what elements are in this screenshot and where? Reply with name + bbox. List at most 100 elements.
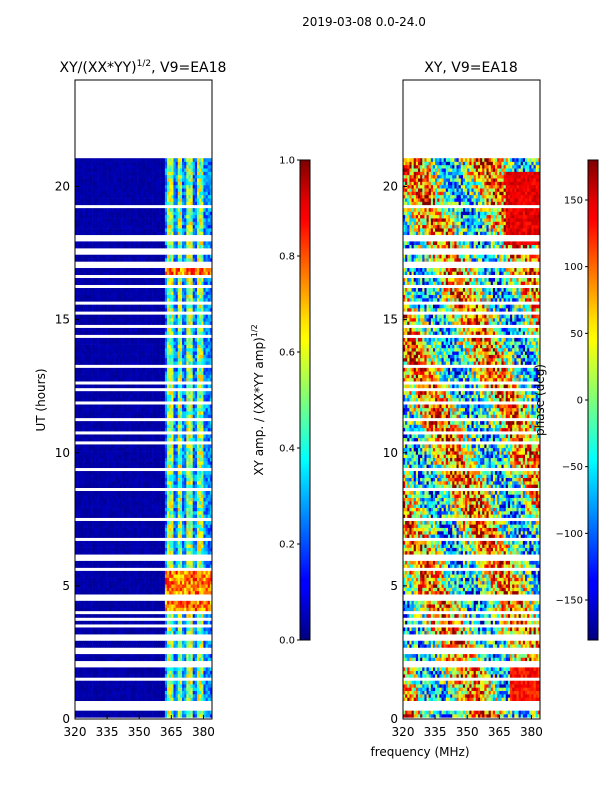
heatmap-cell [81, 374, 84, 379]
heatmap-cell [184, 527, 187, 532]
heatmap-cell [81, 697, 84, 701]
heatmap-cell [79, 697, 82, 701]
heatmap-cell [182, 667, 185, 672]
heatmap-cell [107, 684, 110, 688]
heatmap-cell [139, 580, 142, 585]
heatmap-cell [92, 424, 95, 429]
heatmap-cell [186, 394, 189, 399]
heatmap-cell [104, 421, 108, 425]
heatmap-cell [124, 577, 127, 582]
heatmap-cell [115, 510, 119, 515]
heatmap-cell [171, 404, 174, 409]
heatmap-cell [139, 427, 142, 432]
heatmap-cell [194, 590, 198, 595]
heatmap-cell [141, 714, 144, 718]
heatmap-cell [179, 464, 183, 469]
heatmap-cell [199, 657, 202, 662]
heatmap-cell [182, 477, 185, 482]
heatmap-cell [124, 477, 127, 482]
heatmap-cell [122, 427, 125, 432]
heatmap-cell [100, 580, 104, 585]
heatmap-cell [134, 454, 138, 459]
heatmap-cell [94, 367, 97, 372]
heatmap-cell [130, 584, 134, 588]
heatmap-cell [128, 564, 131, 568]
heatmap-cell [83, 497, 86, 502]
heatmap-cell [162, 451, 166, 455]
heatmap-cell [77, 507, 80, 512]
heatmap-cell [143, 404, 146, 409]
heatmap-cell [158, 530, 161, 535]
heatmap-cell [169, 584, 172, 588]
heatmap-cell [126, 367, 129, 372]
heatmap-cell [98, 607, 101, 612]
heatmap-cell [186, 361, 189, 365]
heatmap-cell [145, 690, 149, 695]
heatmap-cell [184, 510, 187, 515]
heatmap-cell [122, 411, 125, 415]
heatmap-cell [194, 674, 198, 678]
heatmap-cell [113, 397, 116, 402]
heatmap-cell [162, 510, 166, 515]
heatmap-cell [126, 587, 129, 592]
heatmap-cell [81, 614, 84, 618]
heatmap-cell [134, 570, 138, 575]
heatmap-cell [96, 484, 99, 488]
heatmap-cell [175, 694, 179, 698]
heatmap-cell [160, 690, 164, 695]
heatmap-cell [126, 690, 129, 695]
heatmap-cell [79, 527, 82, 532]
heatmap-cell [169, 670, 172, 675]
heatmap-cell [79, 680, 82, 685]
heatmap-cell [107, 394, 110, 399]
heatmap-cell [169, 497, 172, 502]
heatmap-cell [104, 497, 108, 502]
heatmap-cell [154, 614, 157, 618]
heatmap-cell [149, 574, 153, 578]
heatmap-cell [92, 644, 95, 648]
heatmap-cell [115, 687, 119, 692]
heatmap-cell [81, 684, 84, 688]
heatmap-cell [201, 507, 204, 512]
heatmap-cell [87, 397, 91, 402]
heatmap-cell [92, 434, 95, 439]
heatmap-cell [164, 404, 168, 409]
heatmap-cell [197, 694, 200, 698]
heatmap-cell [139, 607, 142, 612]
heatmap-cell [107, 474, 110, 479]
heatmap-cell [89, 447, 93, 452]
heatmap-cell [141, 574, 144, 578]
heatmap-cell [205, 514, 209, 518]
heatmap-cell [87, 510, 91, 515]
heatmap-cell [102, 657, 106, 662]
heatmap-cell [197, 687, 200, 692]
heatmap-cell [87, 464, 91, 469]
heatmap-cell [209, 714, 213, 718]
heatmap-cell [109, 507, 112, 512]
heatmap-cell [81, 501, 84, 505]
heatmap-cell [132, 491, 136, 495]
heatmap-cell [164, 497, 168, 502]
heatmap-cell [111, 374, 114, 379]
heatmap-cell [128, 501, 131, 505]
heatmap-cell [75, 367, 78, 372]
heatmap-cell [113, 540, 116, 545]
heatmap-cell [197, 710, 200, 715]
heatmap-cell [141, 451, 144, 455]
heatmap-cell [124, 464, 127, 469]
heatmap-cell [203, 620, 206, 625]
heatmap-cell [152, 444, 155, 449]
heatmap-cell [160, 607, 164, 612]
heatmap-cell [190, 427, 194, 432]
heatmap-cell [203, 577, 206, 582]
heatmap-cell [79, 394, 82, 399]
heatmap-cell [171, 427, 174, 432]
heatmap-cell [92, 474, 95, 479]
heatmap-cell [126, 497, 129, 502]
heatmap-cell [77, 547, 80, 552]
heatmap-cell [143, 457, 146, 462]
heatmap-cell [188, 477, 191, 482]
heatmap-cell [154, 547, 157, 552]
heatmap-cell [79, 451, 82, 455]
heatmap-cell [186, 640, 189, 645]
